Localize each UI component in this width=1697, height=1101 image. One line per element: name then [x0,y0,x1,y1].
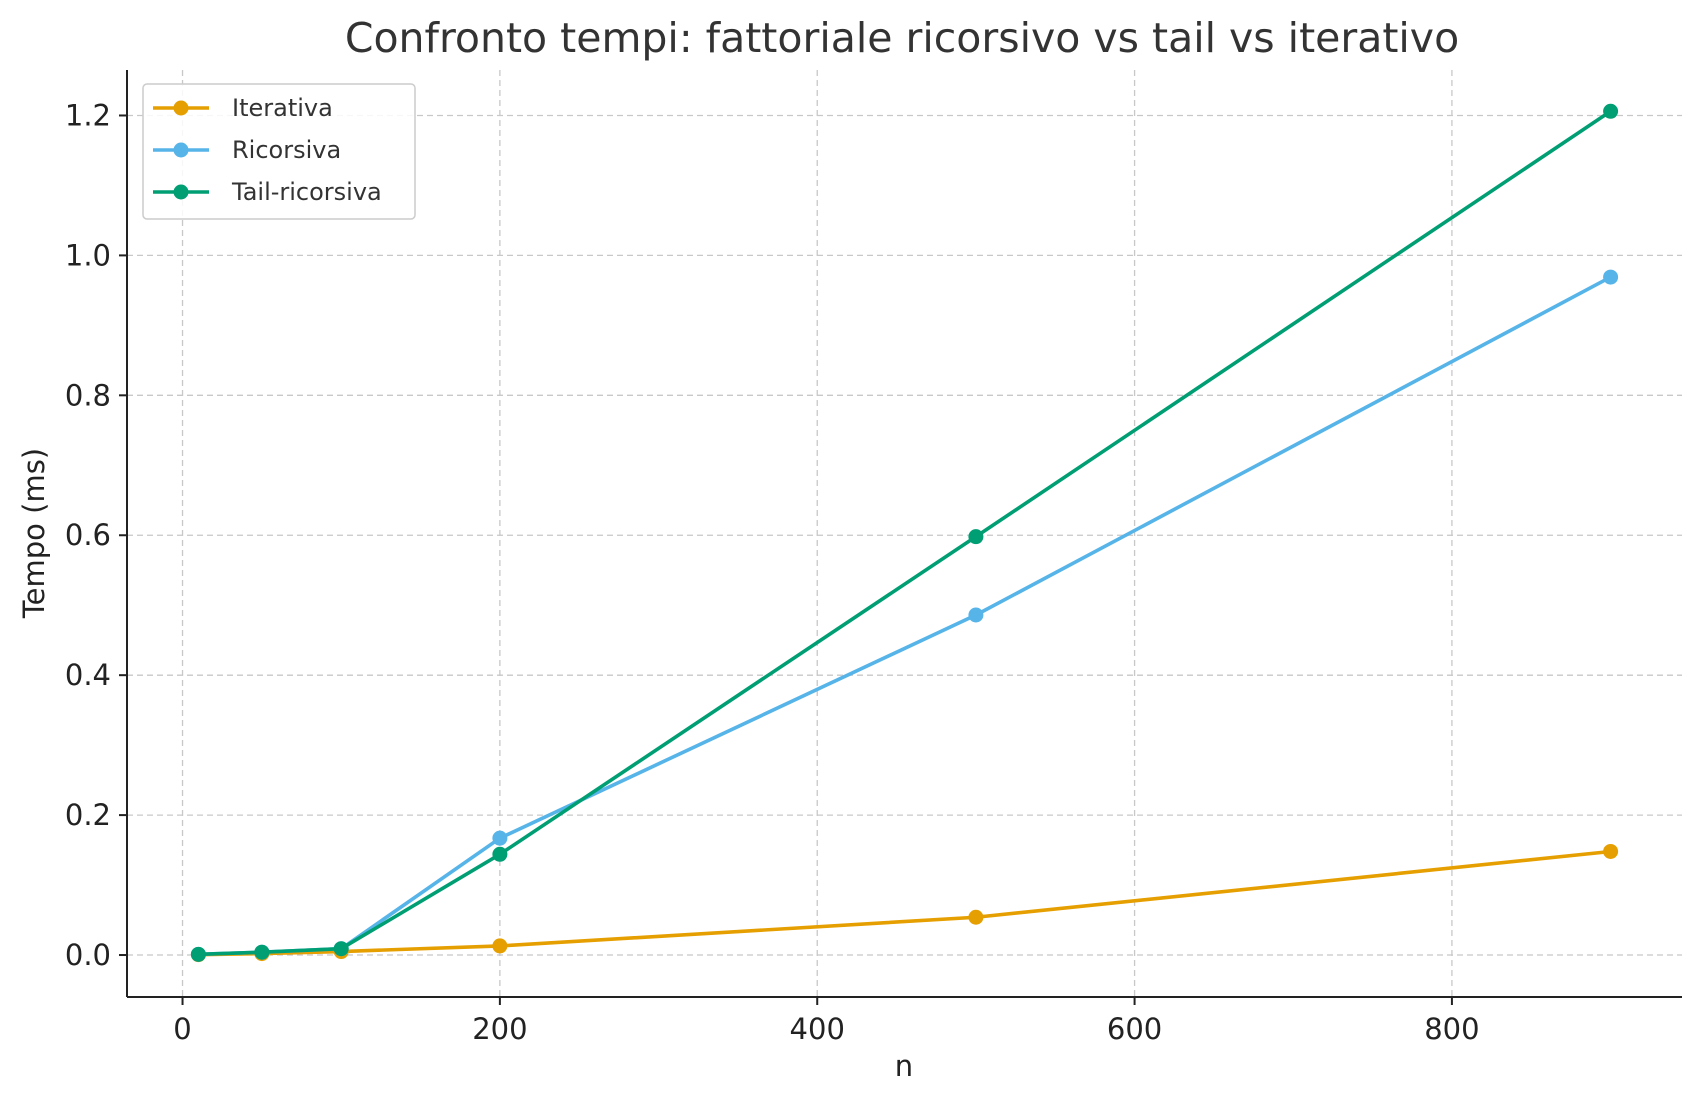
x-tick-label: 600 [1107,1012,1162,1046]
legend-item-tail-ricorsiva: Tail-ricorsiva [153,178,382,206]
legend-item-ricorsiva: Ricorsiva [153,136,341,164]
data-point-iterativa [968,909,984,925]
x-tick-label: 200 [472,1012,527,1046]
y-tick-label: 0.0 [65,938,111,972]
data-point-tail-ricorsiva [1603,103,1619,119]
y-tick-label: 0.6 [65,518,111,552]
data-point-tail-ricorsiva [333,941,349,957]
series-ricorsiva [190,269,1619,962]
legend-marker [173,184,189,200]
legend-box [142,83,416,220]
data-point-ricorsiva [492,830,508,846]
legend: Iterativa Ricorsiva Tail-ricorsiva [142,83,416,220]
y-tick-label: 0.4 [65,658,111,692]
data-point-ricorsiva [968,607,984,623]
y-tick-label: 0.2 [65,798,111,832]
x-ticks: 0 200 400 600 800 [173,997,1480,1046]
series-tail-ricorsiva [190,103,1619,962]
series-line-ricorsiva [198,275,1612,957]
series-group [190,103,1619,963]
x-tick-label: 0 [173,1012,191,1046]
data-point-iterativa [1603,843,1619,859]
grid [127,70,1682,997]
x-axis-label: n [895,1049,913,1083]
y-ticks: 0.0 0.2 0.4 0.6 0.8 1.0 1.2 [65,98,127,972]
series-line-iterativa [198,849,1611,957]
chart-title: Confronto tempi: fattoriale ricorsivo vs… [345,14,1459,62]
legend-marker [173,142,189,158]
legend-label: Ricorsiva [232,136,341,164]
data-point-tail-ricorsiva [968,529,984,545]
x-tick-label: 800 [1424,1012,1479,1046]
legend-label: Tail-ricorsiva [231,178,382,206]
data-point-tail-ricorsiva [254,944,270,960]
legend-label: Iterativa [232,94,333,122]
legend-item-iterativa: Iterativa [153,94,333,122]
y-tick-label: 1.2 [65,98,111,132]
axes [126,70,1682,998]
y-tick-label: 0.8 [65,378,111,412]
y-tick-label: 1.0 [65,238,111,272]
data-point-ricorsiva [1603,269,1619,285]
data-point-iterativa [492,938,508,954]
legend-marker [173,100,189,116]
x-tick-label: 400 [790,1012,845,1046]
series-line-tail-ricorsiva [198,109,1612,957]
y-axis-label: Tempo (ms) [17,448,51,619]
data-point-tail-ricorsiva [492,846,508,862]
data-point-tail-ricorsiva [190,946,206,962]
